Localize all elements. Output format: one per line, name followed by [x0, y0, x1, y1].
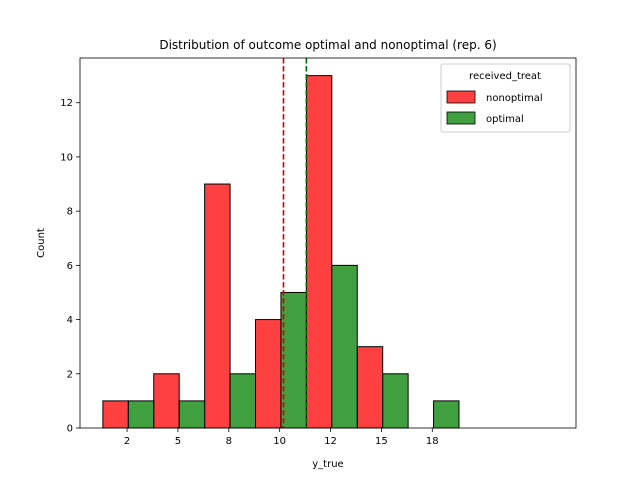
x-axis-label: y_true — [312, 459, 343, 470]
chart-title: Distribution of outcome optimal and nono… — [159, 38, 496, 52]
bar-optimal-4 — [331, 264, 358, 429]
bar-optimal-6 — [433, 400, 460, 429]
legend-swatch-optimal — [446, 111, 476, 125]
x-axis-ticks: 2 5 8 10 12 15 18 — [124, 428, 439, 447]
x-tick-label-3: 10 — [273, 436, 286, 447]
legend-label-optimal: optimal — [486, 114, 524, 125]
bar-nonoptimal-1 — [153, 373, 180, 429]
y-tick-label-4: 8 — [67, 207, 73, 218]
bar-nonoptimal-0 — [102, 400, 129, 429]
y-tick-label-5: 10 — [60, 152, 73, 163]
y-tick-label-3: 6 — [67, 261, 73, 272]
legend: received_treat nonoptimal optimal — [440, 63, 571, 133]
y-tick-label-6: 12 — [60, 98, 73, 109]
bar-optimal-3 — [280, 291, 307, 429]
bar-nonoptimal-3 — [255, 319, 282, 429]
legend-title: received_treat — [469, 71, 541, 82]
bar-optimal-1 — [178, 400, 206, 429]
y-axis-label: Count — [36, 228, 47, 258]
bar-nonoptimal-2 — [204, 183, 231, 429]
bars-layer — [102, 75, 460, 429]
x-tick-label-2: 8 — [226, 436, 232, 447]
axes-frame — [79, 57, 577, 429]
x-tick-label-1: 5 — [175, 436, 181, 447]
bar-optimal-5 — [382, 373, 409, 429]
x-tick-label-4: 12 — [324, 436, 337, 447]
y-tick-label-1: 2 — [67, 369, 73, 380]
y-tick-label-2: 4 — [67, 315, 73, 326]
x-tick-label-5: 15 — [375, 436, 388, 447]
bar-nonoptimal-4 — [305, 75, 333, 429]
legend-label-nonoptimal: nonoptimal — [486, 93, 543, 104]
y-axis-ticks: 0 2 4 6 8 10 12 — [60, 98, 80, 435]
x-tick-label-0: 2 — [124, 436, 130, 447]
x-tick-label-6: 18 — [426, 436, 439, 447]
bar-nonoptimal-5 — [356, 346, 384, 429]
bar-optimal-0 — [127, 400, 155, 429]
y-tick-label-0: 0 — [67, 424, 73, 435]
legend-swatch-nonoptimal — [446, 90, 476, 104]
mean-lines-layer — [282, 58, 308, 428]
bar-optimal-2 — [229, 373, 257, 429]
